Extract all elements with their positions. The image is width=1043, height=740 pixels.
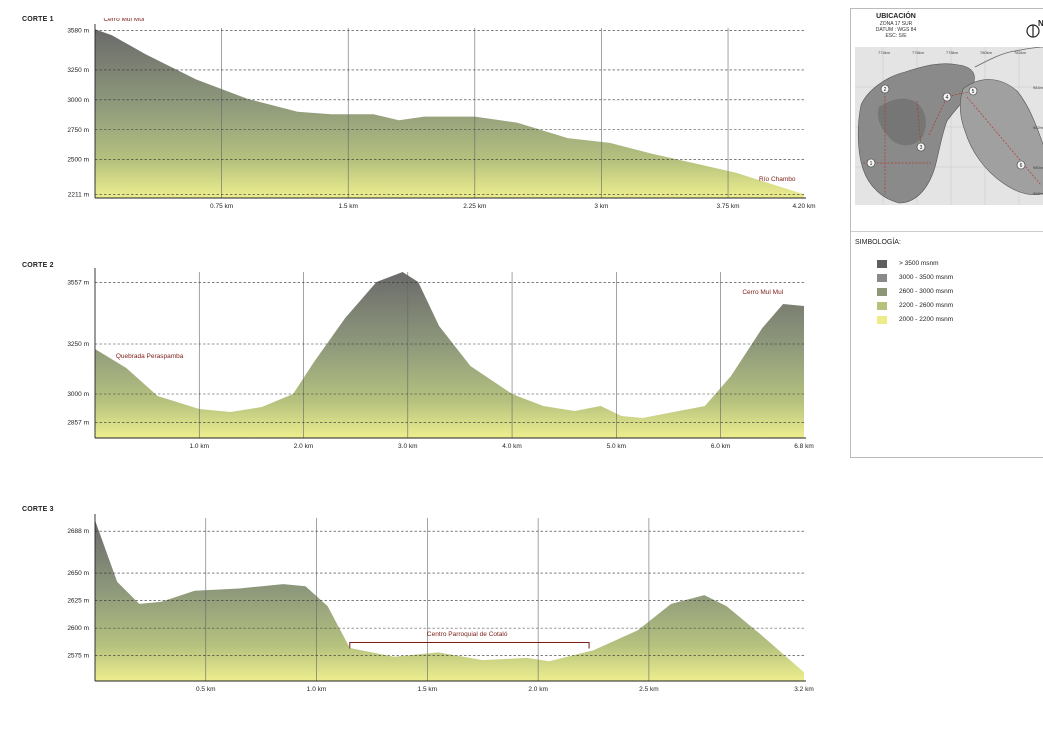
location-title: UBICACIÓN xyxy=(876,13,916,20)
y-tick-label: 2600 m xyxy=(67,625,89,632)
map-marker-label: 1 xyxy=(870,161,873,167)
legend-swatch xyxy=(877,259,887,268)
legend-swatch xyxy=(877,273,887,282)
x-tick-label: 2.0 km xyxy=(294,443,314,450)
x-tick-label: 3.75 km xyxy=(716,203,739,210)
legend-label: 3000 - 3500 msnm xyxy=(899,274,954,281)
map-marker xyxy=(968,86,978,96)
y-tick-label: 2750 m xyxy=(67,127,89,134)
x-tick-label: 2.25 km xyxy=(463,203,486,210)
map-marker xyxy=(880,84,890,94)
map-grid-label: 778km xyxy=(946,50,959,55)
map-marker xyxy=(866,158,876,168)
y-tick-label: 2575 m xyxy=(67,653,89,660)
north-letter: N xyxy=(1038,19,1043,28)
y-tick-label: 2500 m xyxy=(67,157,89,164)
map-grid-label: 780km xyxy=(980,50,993,55)
legend-title: SIMBOLOGÍA: xyxy=(855,239,901,246)
legend-swatch xyxy=(877,301,887,310)
x-tick-label: 3.0 km xyxy=(398,443,418,450)
legend-label: > 3500 msnm xyxy=(899,260,939,267)
terrain-profile-area xyxy=(95,29,804,199)
map-marker-label: 3 xyxy=(920,145,923,151)
location-info: ZONA 17 SUR DATUM : WGS 84 ESC: S/E xyxy=(851,21,941,39)
corte-3-title: CORTE 3 xyxy=(22,506,54,513)
map-marker-label: 4 xyxy=(946,95,949,101)
x-tick-label: 1.5 km xyxy=(418,686,438,693)
terrain-annotation-label: Centro Parroquial de Cotaló xyxy=(427,631,508,638)
map-marker xyxy=(916,142,926,152)
terrain-profile-area xyxy=(95,520,804,681)
x-tick-label: 1.5 km xyxy=(338,203,358,210)
legend-label: 2200 - 2600 msnm xyxy=(899,302,954,309)
legend-item: 2600 - 3000 msnm xyxy=(877,287,953,296)
corte-3-profile-chart: 2688 m 2650 m 2625 m 2600 m 2575 m 0.5 km 1.0 … xyxy=(67,514,814,693)
legend-swatch xyxy=(877,315,887,324)
map-marker xyxy=(942,92,952,102)
location-datum: DATUM : WGS 84 xyxy=(875,27,917,33)
location-legend-panel: UBICACIÓN ZONA 17 SUR DATUM : WGS 84 ESC… xyxy=(850,8,1043,458)
x-tick-label: 6.8 km xyxy=(794,443,814,450)
map-grid-label: 782km xyxy=(1014,50,1027,55)
map-grid-label: 774km xyxy=(878,50,891,55)
legend-item: 3000 - 3500 msnm xyxy=(877,273,953,282)
corte-2-title: CORTE 2 xyxy=(22,262,54,269)
map-marker-label: 5 xyxy=(972,89,975,95)
x-tick-label: 3 km xyxy=(594,203,608,210)
map-side-label: 988m xyxy=(1033,191,1043,196)
x-tick-label: 1.0 km xyxy=(307,686,327,693)
terrain-profile-area xyxy=(95,272,804,438)
x-tick-label: 6.0 km xyxy=(711,443,731,450)
location-scale: ESC: S/E xyxy=(885,33,907,39)
map-side-label: 984m xyxy=(1033,85,1043,90)
corte-1-title: CORTE 1 xyxy=(22,16,54,23)
north-arrow-icon: N xyxy=(1026,19,1043,38)
map-marker-label: 2 xyxy=(884,87,887,93)
map-grid-label: 776km xyxy=(912,50,925,55)
map-marker-label: 6 xyxy=(1020,163,1023,169)
x-tick-label: 3.2 km xyxy=(794,686,814,693)
legend-item: 2000 - 2200 msnm xyxy=(877,315,953,324)
legend-item: > 3500 msnm xyxy=(877,259,939,268)
y-tick-label: 2625 m xyxy=(67,598,89,605)
y-tick-label: 3250 m xyxy=(67,341,89,348)
legend-label: 2000 - 2200 msnm xyxy=(899,316,954,323)
legend-item: 2200 - 2600 msnm xyxy=(877,301,953,310)
location-map: 774km 776km 778km 780km 782km 984m 982m 980m 98… xyxy=(855,47,1043,205)
corte-1-profile-chart: 3580 m 3250 m 3000 m 2750 m 2500 m 2211 m 0.75… xyxy=(67,18,815,210)
y-tick-label: 2857 m xyxy=(67,420,89,427)
terrain-annotation-label: Cerro Mul Mul xyxy=(742,289,783,296)
x-tick-label: 2.0 km xyxy=(528,686,548,693)
y-tick-label: 3000 m xyxy=(67,391,89,398)
location-zone: ZONA 17 SUR xyxy=(879,21,913,27)
x-tick-label: 4.0 km xyxy=(502,443,522,450)
legend-label: 2600 - 3000 msnm xyxy=(899,288,954,295)
x-tick-label: 0.75 km xyxy=(210,203,233,210)
terrain-annotation-label: Cerro Mul Mul xyxy=(103,18,144,23)
x-tick-label: 0.5 km xyxy=(196,686,216,693)
terrain-annotation-label: Río Chambo xyxy=(759,176,796,183)
y-tick-label: 3000 m xyxy=(67,97,89,104)
terrain-annotation-label: Quebrada Peraspamba xyxy=(116,353,184,360)
corte-2-profile-chart: 3557 m 3250 m 3000 m 2857 m 1.0 km 2.0 km 3.0 … xyxy=(67,268,814,450)
y-tick-label: 2650 m xyxy=(67,570,89,577)
x-tick-label: 5.0 km xyxy=(607,443,627,450)
y-tick-label: 2688 m xyxy=(67,528,89,535)
x-tick-label: 1.0 km xyxy=(190,443,210,450)
y-tick-label: 3250 m xyxy=(67,67,89,74)
y-tick-label: 3557 m xyxy=(67,280,89,287)
map-side-label: 980m xyxy=(1033,165,1043,170)
x-tick-label: 2.5 km xyxy=(639,686,659,693)
map-marker xyxy=(1016,160,1026,170)
map-side-label: 982m xyxy=(1033,125,1043,130)
y-tick-label: 2211 m xyxy=(68,191,89,198)
annotation-bracket xyxy=(349,641,590,649)
legend-swatch xyxy=(877,287,887,296)
x-tick-label: 4.20 km xyxy=(792,203,815,210)
y-tick-label: 3580 m xyxy=(67,27,89,34)
